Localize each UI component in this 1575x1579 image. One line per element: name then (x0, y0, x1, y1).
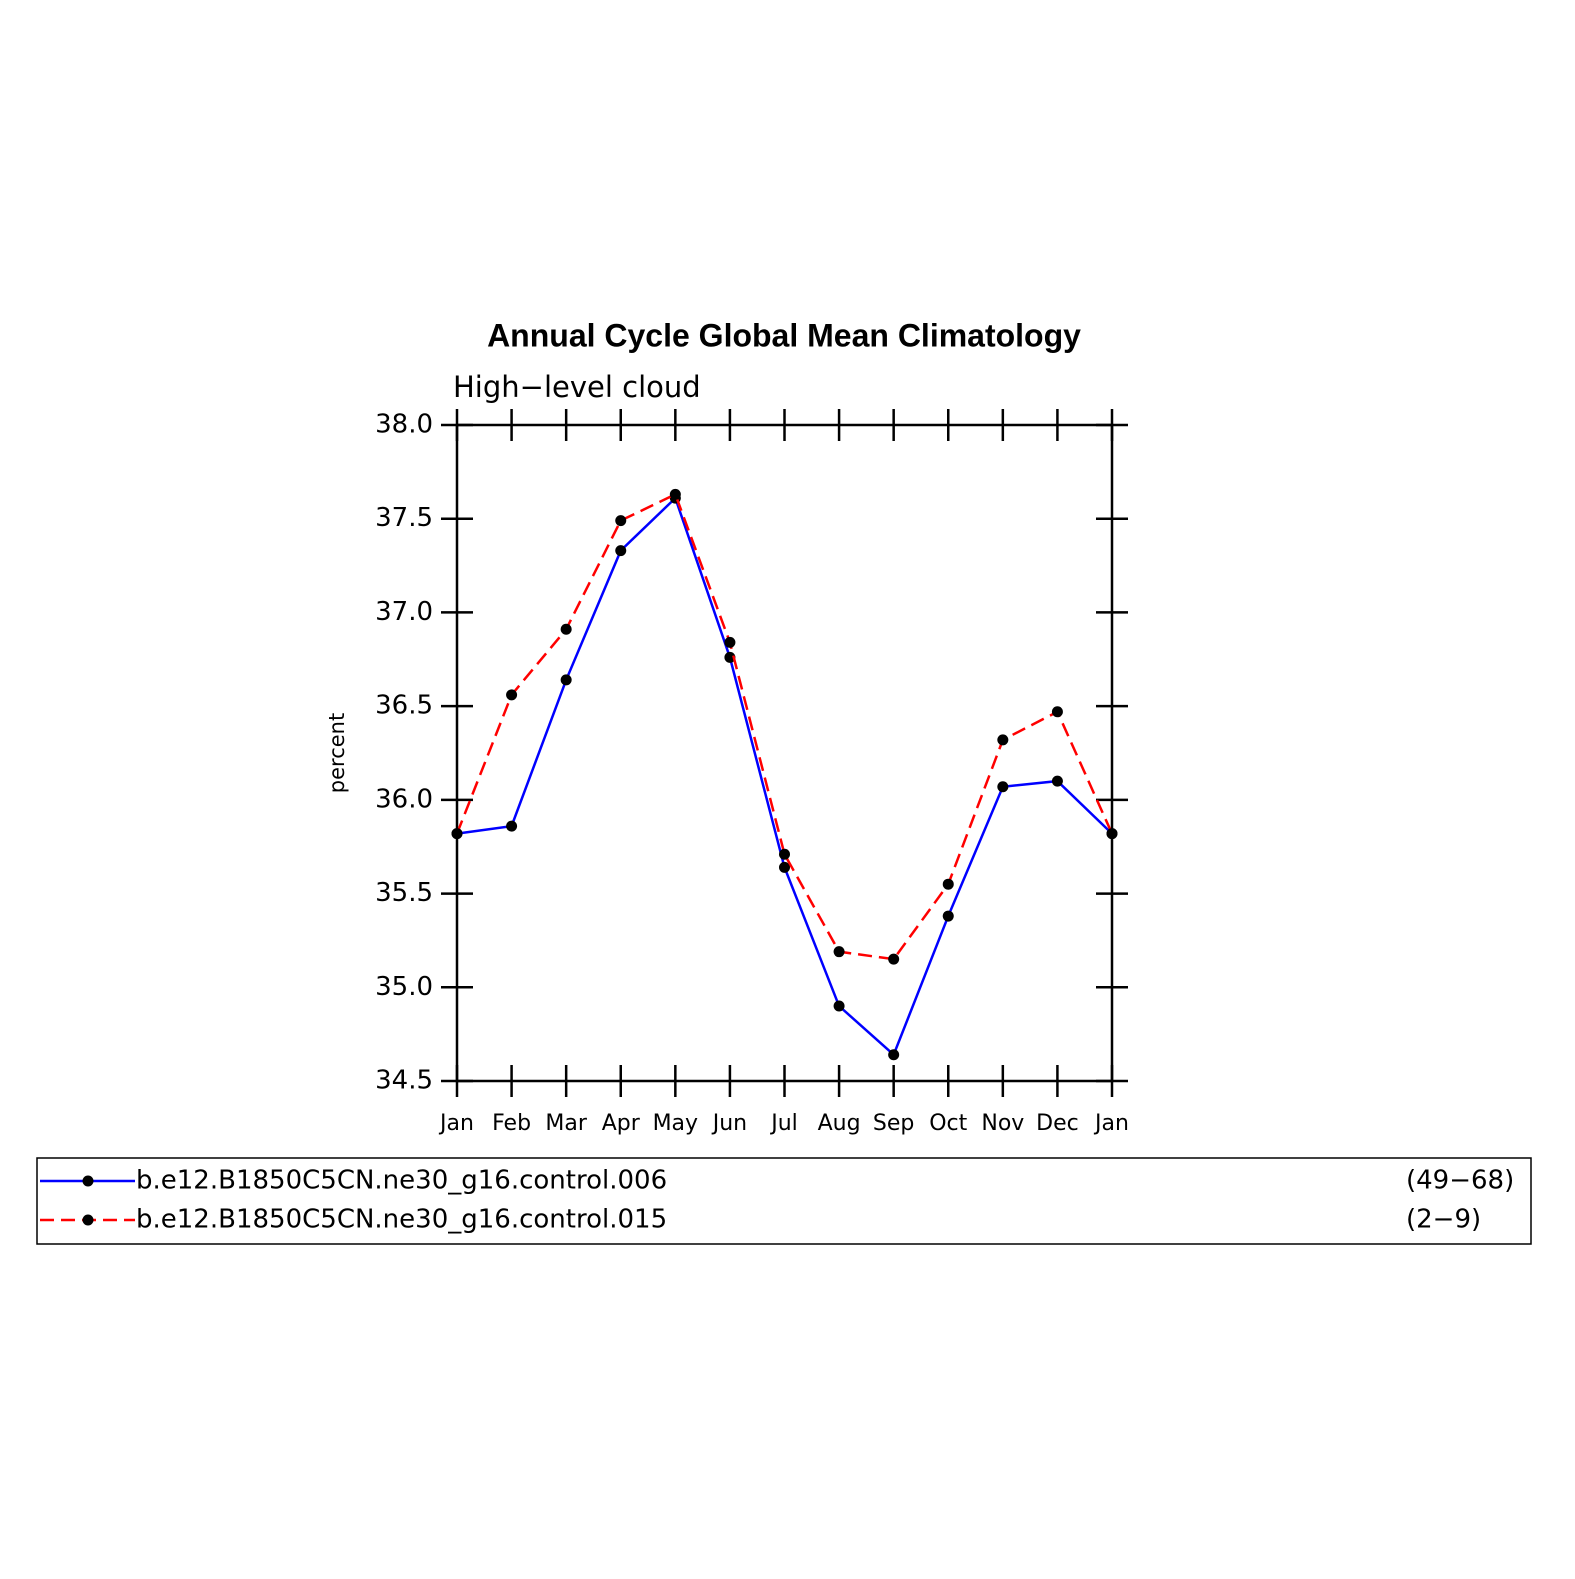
series-line (455, 492, 1114, 961)
legend-label: b.e12.B1850C5CN.ne30_g16.control.015 (136, 1205, 667, 1235)
data-point (560, 674, 572, 686)
data-point (779, 848, 790, 860)
data-point (888, 953, 900, 965)
data-point (560, 623, 572, 635)
legend-years: (49−68) (1406, 1166, 1514, 1196)
y-axis-label: percent (325, 713, 349, 793)
legend-box (36, 1157, 1532, 1245)
x-tick-label: Aug (818, 1111, 861, 1136)
data-point (779, 861, 790, 873)
x-tick-label: Feb (492, 1111, 531, 1136)
data-point (1051, 775, 1063, 787)
y-tick-label: 37.5 (375, 503, 433, 533)
data-point (997, 781, 1009, 793)
legend-years: (2−9) (1406, 1205, 1481, 1235)
data-point (506, 820, 518, 832)
x-tick-label: Oct (929, 1111, 967, 1136)
data-point (888, 1049, 900, 1061)
y-tick-label: 38.0 (375, 410, 433, 440)
legend-marker (82, 1214, 94, 1226)
y-tick-label: 36.5 (375, 691, 433, 721)
data-point (1106, 828, 1118, 840)
x-tick-label: Apr (602, 1111, 641, 1136)
y-tick-label: 35.5 (375, 878, 433, 908)
y-tick-label: 34.5 (375, 1066, 433, 1096)
y-tick-label: 35.0 (375, 972, 433, 1002)
y-tick-label: 36.0 (375, 784, 433, 814)
x-tick-label: Dec (1036, 1111, 1079, 1136)
x-tick-label: Jan (438, 1111, 474, 1136)
series-line (456, 495, 1113, 1057)
chart-subtitle: High−level cloud (453, 370, 701, 404)
y-tick-label: 37.0 (375, 597, 433, 627)
chart-title: Annual Cycle Global Mean Climatology (487, 317, 1081, 353)
x-tick-label: Mar (545, 1111, 587, 1136)
data-point (724, 651, 736, 663)
x-tick-label: Jul (769, 1111, 798, 1136)
data-point (451, 828, 463, 840)
data-point (942, 910, 954, 922)
data-point (942, 878, 954, 890)
data-point (1051, 706, 1063, 718)
data-point (833, 946, 845, 958)
data-point (615, 515, 627, 527)
data-point (506, 689, 518, 701)
plot-frame (455, 423, 1114, 1083)
data-point (833, 1000, 845, 1012)
x-tick-label: Sep (873, 1111, 914, 1136)
data-point (724, 636, 736, 648)
x-tick-label: May (653, 1111, 698, 1136)
data-point (997, 734, 1009, 746)
x-tick-label: Jun (711, 1111, 747, 1136)
legend-marker (82, 1175, 94, 1187)
data-point (615, 545, 627, 557)
x-tick-label: Nov (981, 1111, 1024, 1136)
data-point (669, 488, 681, 500)
legend-label: b.e12.B1850C5CN.ne30_g16.control.006 (136, 1166, 667, 1196)
x-tick-label: Jan (1093, 1111, 1129, 1136)
